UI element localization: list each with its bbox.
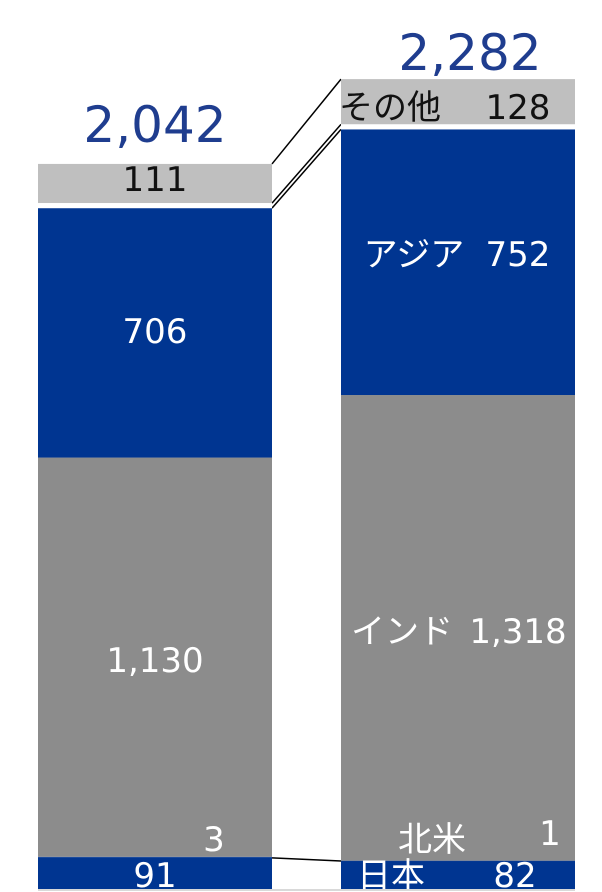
bar-segment-1-col-1 xyxy=(38,857,272,890)
bar-segment-3-col-2 xyxy=(341,395,575,861)
bar-segment-4-col-2 xyxy=(341,129,575,396)
bar-segment-5-col-1 xyxy=(38,163,272,204)
bar-segment-1-col-2 xyxy=(341,861,575,890)
connector-line-4 xyxy=(271,857,342,862)
bar-segment-5-col-2 xyxy=(341,79,575,125)
series-name-label-5: その他 xyxy=(339,88,441,128)
value-label-2-col-2: 1 xyxy=(539,814,561,854)
value-label-4-col-1: 706 xyxy=(123,312,188,352)
value-label-3-col-1: 1,130 xyxy=(106,641,203,681)
series-name-label-1: 日本 xyxy=(357,856,425,892)
total-label-col-1: 2,042 xyxy=(83,96,226,154)
value-label-5-col-2: 128 xyxy=(486,88,551,128)
total-label-col-2: 2,282 xyxy=(398,24,541,82)
segment-labels: 91 82 日本 3 1 北米 1,130 1,318 インド 706 752 アジア 111 128 その… xyxy=(83,24,566,892)
bar-segment-3-col-1 xyxy=(38,457,272,857)
connector-line-2 xyxy=(271,123,342,204)
bar-segments xyxy=(38,79,575,890)
series-name-label-4: アジア xyxy=(364,235,465,275)
bar-segment-2-col-2 xyxy=(341,860,575,862)
value-label-2-col-1: 3 xyxy=(203,820,225,860)
segment-gap-col-2 xyxy=(341,124,575,130)
connector-line-1 xyxy=(271,78,342,165)
value-label-4-col-2: 752 xyxy=(486,235,551,275)
value-label-1-col-1: 91 xyxy=(133,856,176,892)
value-label-1-col-2: 82 xyxy=(493,856,536,892)
series-name-label-3: インド xyxy=(351,612,453,652)
value-label-5-col-1: 111 xyxy=(123,160,188,200)
bar-segment-2-col-1 xyxy=(38,856,272,858)
series-name-label-2: 北米 xyxy=(398,820,466,860)
connector-line-3 xyxy=(271,128,342,209)
bar-segment-4-col-1 xyxy=(38,208,272,458)
value-label-3-col-2: 1,318 xyxy=(469,612,566,652)
connector-lines xyxy=(271,78,342,862)
segment-gap-col-1 xyxy=(38,203,272,209)
